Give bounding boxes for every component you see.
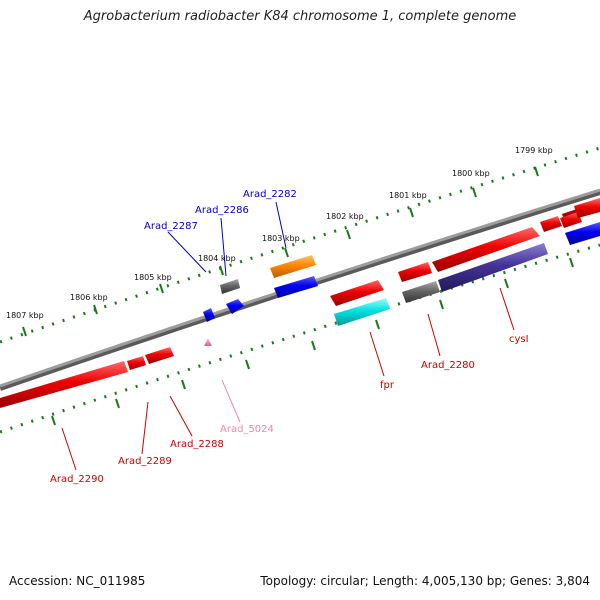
scale-label-1804: 1804 kbp [198, 254, 236, 263]
gene-label-arad-2290: Arad_2290 [50, 474, 104, 485]
topology-text: Topology: circular; Length: 4,005,130 bp… [260, 574, 590, 588]
gene-label-arad-5024: Arad_5024 [220, 424, 274, 435]
reverse-strand-features [203, 222, 600, 346]
gene-label-cysi: cysI [509, 334, 529, 345]
cds-arrow [540, 216, 562, 232]
inner-major-ticks [51, 257, 574, 426]
leader-arad-2289 [141, 401, 149, 455]
leader-arad-2286 [220, 217, 227, 277]
leader-cysi [499, 287, 515, 331]
scale-label-1800: 1800 kbp [452, 169, 490, 178]
scale-label-1799: 1799 kbp [515, 146, 553, 155]
cds-arrow [0, 361, 128, 408]
gene-label-arad-2288: Arad_2288 [170, 439, 224, 450]
leader-arad-2287 [167, 231, 207, 273]
gene-label-arad-2280: Arad_2280 [421, 360, 475, 371]
leader-arad-2288 [169, 395, 193, 437]
cds-arrow-gray [402, 281, 440, 303]
leader-fpr [369, 331, 385, 377]
pseudogene-arrow-pink [204, 338, 212, 346]
cds-arrow-orange [270, 255, 316, 278]
gene-label-arad-2289: Arad_2289 [118, 456, 172, 467]
gene-label-arad-2282: Arad_2282 [243, 189, 297, 200]
cds-arrow [145, 347, 174, 364]
outer-scale-arc [0, 146, 600, 344]
cds-arrow-blue [274, 276, 318, 298]
cds-arrow [432, 227, 540, 272]
gene-label-fpr: fpr [380, 380, 395, 391]
inner-scale-arc [0, 243, 600, 434]
cds-arrow [574, 198, 600, 218]
accession-text: Accession: NC_011985 [9, 574, 146, 588]
map-title: Agrobacterium radiobacter K84 chromosome… [83, 9, 517, 24]
cds-arrow [330, 280, 384, 306]
cds-arrow-gray [220, 279, 240, 294]
label-leaders [61, 201, 515, 471]
leader-arad-2290 [61, 427, 77, 471]
scale-label-1802: 1802 kbp [326, 212, 364, 221]
cds-arrow-blue [226, 299, 244, 314]
cds-arrow-blue [565, 222, 600, 245]
scale-label-1807: 1807 kbp [6, 311, 44, 320]
cds-arrow [560, 212, 582, 228]
scale-label-1801: 1801 kbp [389, 191, 427, 200]
cds-arrow [127, 356, 146, 370]
cds-arrow-cyan [334, 298, 390, 326]
forward-strand-features [0, 198, 600, 408]
gene-label-arad-2287: Arad_2287 [144, 221, 198, 232]
cds-arrow [398, 262, 432, 282]
leader-arad-5024 [221, 379, 241, 423]
scale-label-1803: 1803 kbp [262, 234, 300, 243]
outer-major-ticks [22, 166, 539, 337]
leader-arad-2280 [427, 313, 441, 357]
scale-label-1806: 1806 kbp [70, 293, 108, 302]
cds-arrow-blue [203, 308, 215, 322]
cds-arrow-purple [438, 243, 548, 292]
scale-label-1805: 1805 kbp [134, 273, 172, 282]
leader-arad-2282 [275, 201, 287, 249]
gene-label-arad-2286: Arad_2286 [195, 205, 249, 216]
scale-labels: 1799 kbp 1800 kbp 1801 kbp 1802 kbp 1803… [6, 146, 553, 320]
gene-labels: Arad_2282 Arad_2286 Arad_2287 Arad_2290 … [50, 189, 529, 485]
